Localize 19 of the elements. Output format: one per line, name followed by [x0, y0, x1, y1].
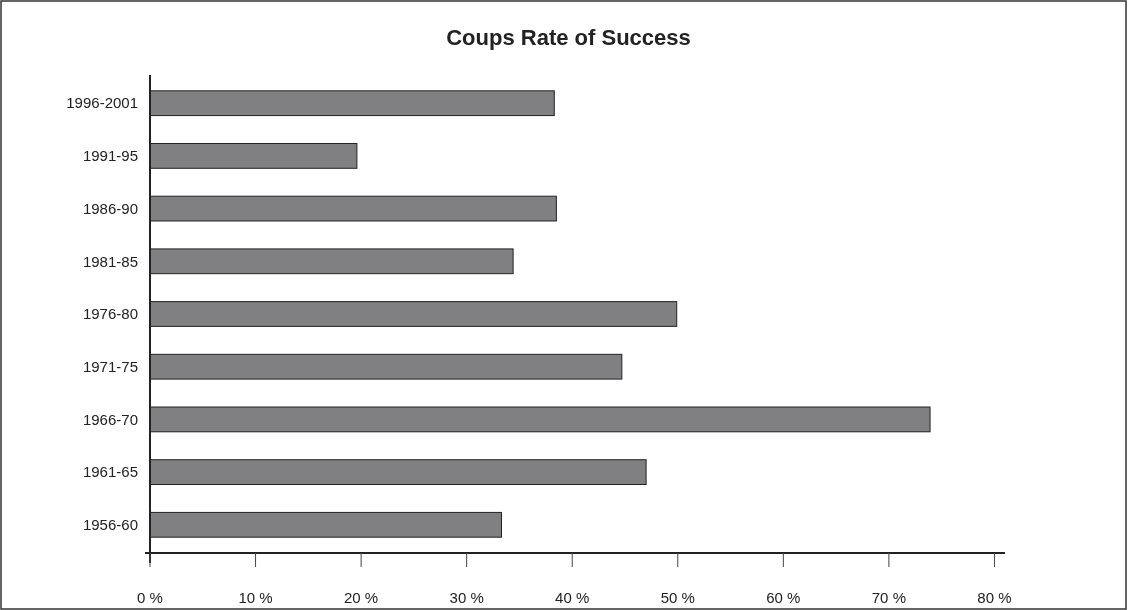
- x-tick-label: 60 %: [766, 589, 801, 606]
- y-tick-label: 1981-85: [82, 252, 138, 270]
- y-tick-label: 1966-70: [82, 410, 138, 428]
- y-tick-label: 1971-75: [82, 357, 138, 375]
- y-tick-label: 1986-90: [82, 199, 138, 217]
- x-tick-label: 10 %: [238, 589, 273, 606]
- y-tick-label: 1996-2001: [66, 94, 138, 112]
- x-tick-label: 20 %: [344, 589, 379, 606]
- y-tick-label: 1961-65: [82, 463, 138, 481]
- x-tick-label: 0 %: [137, 589, 163, 606]
- y-tick-label: 1956-60: [82, 516, 138, 534]
- x-tick-label: 40 %: [555, 589, 590, 606]
- y-tick-label: 1991-95: [82, 147, 138, 165]
- x-tick-label: 30 %: [449, 589, 484, 606]
- x-tick-label: 80 %: [977, 589, 1012, 606]
- chart-title: Coups Rate of Success: [446, 25, 691, 50]
- x-tick-label: 70 %: [871, 589, 906, 606]
- y-tick-label: 1976-80: [82, 305, 138, 323]
- x-tick-label: 50 %: [660, 589, 695, 606]
